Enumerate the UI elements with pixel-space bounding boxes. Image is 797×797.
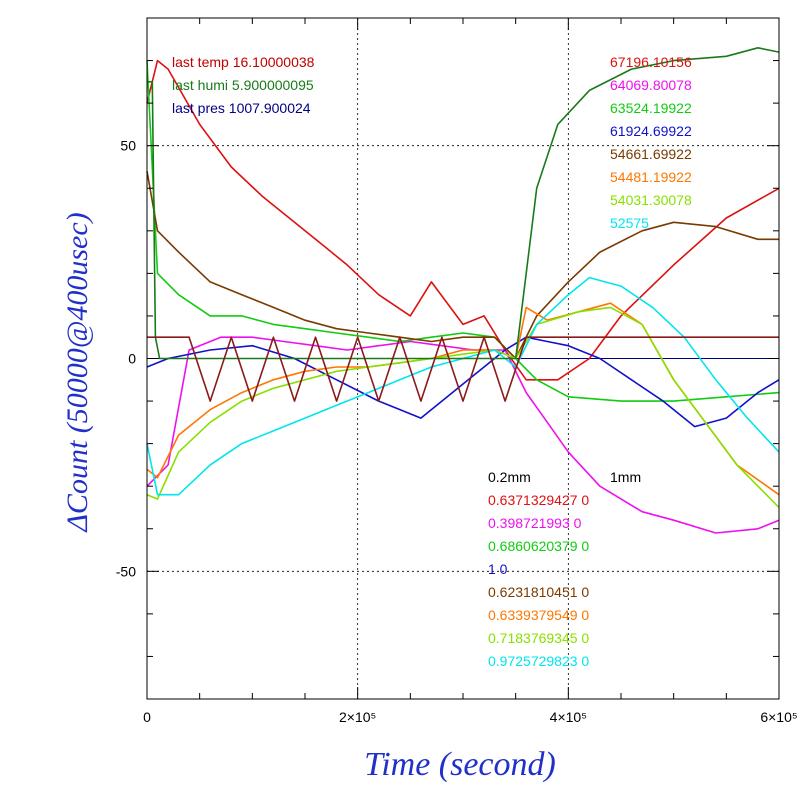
ratio-label: 0.6339379549 0 <box>488 607 589 623</box>
x-tick-label: 6×10⁵ <box>760 709 797 725</box>
y-tick-label: 50 <box>120 138 136 154</box>
count-label: 67196.10156 <box>610 54 692 70</box>
ratio-label: 0.6860620379 0 <box>488 538 589 554</box>
y-axis-label: ΔCount (50000@400usec) <box>61 212 94 532</box>
env-label: last pres 1007.900024 <box>172 100 311 116</box>
axis-ticks <box>146 17 780 700</box>
ratio-label: 0.398721993 0 <box>488 515 582 531</box>
legend: last temp 16.10000038 last humi 5.9000000… <box>172 54 692 669</box>
series-line <box>147 336 779 402</box>
series-line <box>146 171 779 360</box>
ratio-label: 0.6231810451 0 <box>488 584 589 600</box>
env-label: last humi 5.900000095 <box>172 77 314 93</box>
count-label: 64069.80078 <box>610 77 692 93</box>
env-label: last temp 16.10000038 <box>172 54 315 70</box>
x-axis-label: Time (second) <box>364 746 556 783</box>
series-line <box>147 46 780 360</box>
y-tick-label: 0 <box>128 351 136 367</box>
count-label: 61924.69922 <box>610 123 692 139</box>
count-label: 54481.19922 <box>610 169 692 185</box>
ratio-label: 1 0 <box>488 561 508 577</box>
ratio-label: 0.6371329427 0 <box>488 492 589 508</box>
x-tick-label: 2×10⁵ <box>339 709 376 725</box>
x-tick-label: 0 <box>143 709 151 725</box>
ratio-header-1mm: 1mm <box>610 469 641 485</box>
count-label: 63524.19922 <box>610 100 692 116</box>
ratio-label: 0.9725729823 0 <box>488 653 589 669</box>
count-label: 52575 <box>610 215 649 231</box>
series-line <box>146 306 780 509</box>
series-group <box>146 46 780 534</box>
ratio-label: 0.7183769345 0 <box>488 630 589 646</box>
y-tick-label: -50 <box>116 563 136 579</box>
ratio-header-0-2mm: 0.2mm <box>488 469 531 485</box>
series-line <box>146 336 780 534</box>
x-tick-label: 4×10⁵ <box>550 709 587 725</box>
series-line <box>146 336 780 428</box>
count-label: 54031.30078 <box>610 192 692 208</box>
count-label: 54661.69922 <box>610 146 692 162</box>
tick-labels: 0 2×10⁵ 4×10⁵ 6×10⁵ 50 0 -50 <box>116 138 797 725</box>
